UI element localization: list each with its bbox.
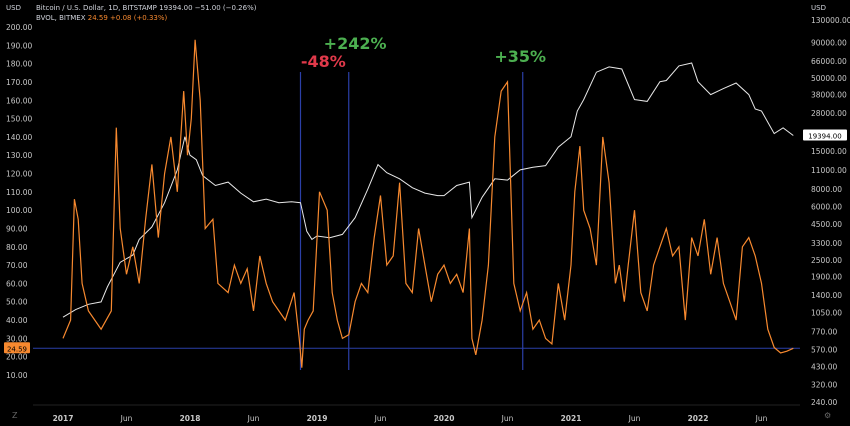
right-axis-tick-label: 2500.00 [811, 256, 842, 265]
right-axis-tick-label: 1400.00 [811, 291, 842, 300]
right-axis-tick-label: 50000.00 [811, 74, 847, 83]
left-axis-tick-label: 120.00 [6, 170, 32, 179]
bvol-change: +0.08 (+0.33%) [110, 14, 168, 22]
percent-change-annotation: +35% [494, 47, 546, 66]
left-axis-tick-label: 70.00 [6, 261, 28, 270]
x-axis-tick-label: Jun [755, 414, 768, 423]
right-axis-tick-label: 15000.00 [811, 147, 847, 156]
left-axis-tick-label: 60.00 [6, 279, 28, 288]
btc-header: Bitcoin / U.S. Dollar, 1D, BITSTAMP 1939… [36, 4, 256, 12]
x-axis-tick-label: 2018 [180, 414, 201, 423]
x-axis-tick-label: 2017 [53, 414, 74, 423]
btc-last-value-badge [803, 129, 847, 141]
right-axis-tick-label: 8000.00 [811, 185, 842, 194]
bvol-value: 24.59 [87, 14, 108, 22]
btc-symbol: Bitcoin / U.S. Dollar, 1D, BITSTAMP [36, 4, 157, 12]
right-axis-tick-label: 1050.00 [811, 308, 842, 317]
settings-icon[interactable]: ⚙ [824, 411, 832, 420]
x-axis-tick-label: 2021 [561, 414, 582, 423]
left-axis-tick-label: 100.00 [6, 206, 32, 215]
left-axis-tick-label: 140.00 [6, 133, 32, 142]
right-axis-tick-label: 38000.00 [811, 91, 847, 100]
right-axis-tick-label: 1900.00 [811, 272, 842, 281]
right-axis-tick-label: 770.00 [811, 327, 837, 336]
x-axis-tick-label: Jun [501, 414, 514, 423]
left-axis-tick-label: 180.00 [6, 60, 32, 69]
bvol-line [62, 39, 794, 368]
left-axis-tick-label: 150.00 [6, 115, 32, 124]
btc-change: −51.00 (−0.26%) [194, 4, 257, 12]
left-axis-tick-label: 90.00 [6, 225, 28, 234]
left-axis-tick-label: 170.00 [6, 78, 32, 87]
left-axis-tick-label: 160.00 [6, 96, 32, 105]
x-axis-tick-label: 2019 [307, 414, 328, 423]
x-axis-tick-label: Jun [120, 414, 133, 423]
right-axis-tick-label: 130000.00 [811, 16, 850, 25]
percent-change-annotation: -48% [301, 52, 346, 71]
bvol-last-value-text: 24.59 [7, 345, 27, 353]
right-axis-currency: USD [811, 4, 826, 12]
left-axis-tick-label: 30.00 [6, 334, 28, 343]
left-axis-tick-label: 20.00 [6, 353, 28, 362]
btc-price: 19394.00 [159, 4, 193, 12]
left-axis-tick-label: 80.00 [6, 243, 28, 252]
left-axis-tick-label: 10.00 [6, 371, 28, 380]
left-axis-tick-label: 110.00 [6, 188, 32, 197]
left-axis-tick-label: 50.00 [6, 298, 28, 307]
x-axis-tick-label: 2020 [434, 414, 455, 423]
btc-price-line [62, 62, 794, 318]
zoom-icon[interactable]: Z [12, 411, 18, 420]
right-axis-tick-label: 430.00 [811, 363, 837, 372]
right-axis-tick-label: 570.00 [811, 346, 837, 355]
right-axis-tick-label: 6000.00 [811, 203, 842, 212]
left-axis-tick-label: 40.00 [6, 316, 28, 325]
x-axis-tick-label: Jun [374, 414, 387, 423]
left-axis-tick-label: 190.00 [6, 41, 32, 50]
percent-change-annotation: +242% [324, 34, 387, 53]
bvol-symbol: BVOL, BITMEX [36, 14, 86, 22]
left-axis-tick-label: 130.00 [6, 151, 32, 160]
right-axis-tick-label: 28000.00 [811, 109, 847, 118]
right-axis-tick-label: 11000.00 [811, 166, 847, 175]
right-axis-tick-label: 3300.00 [811, 239, 842, 248]
left-axis-currency: USD [6, 4, 21, 12]
bvol-last-value-badge [4, 342, 30, 354]
bvol-header: BVOL, BITMEX 24.59 +0.08 (+0.33%) [36, 14, 167, 22]
right-axis-tick-label: 66000.00 [811, 57, 847, 66]
right-axis-tick-label: 320.00 [811, 381, 837, 390]
x-axis-tick-label: Jun [247, 414, 260, 423]
right-axis-tick-label: 90000.00 [811, 38, 847, 47]
left-axis-tick-label: 200.00 [6, 23, 32, 32]
btc-last-value-text: 19394.00 [808, 132, 841, 140]
x-axis-tick-label: 2022 [688, 414, 709, 423]
right-axis-tick-label: 4500.00 [811, 220, 842, 229]
x-axis-tick-label: Jun [628, 414, 641, 423]
right-axis-tick-label: 240.00 [811, 398, 837, 407]
